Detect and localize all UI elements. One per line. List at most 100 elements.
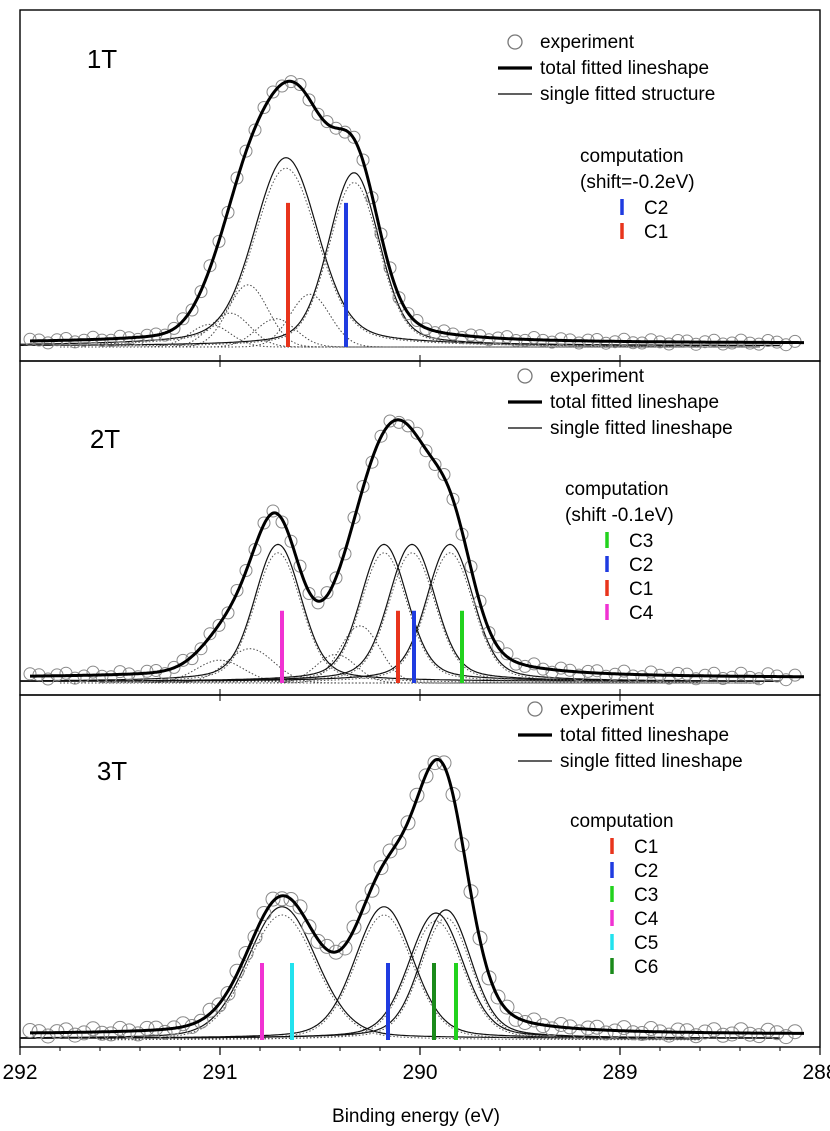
experiment-point [283,892,299,907]
experiment-point [446,492,460,506]
panel-3T: 3T experiment total fitted lineshape single… [19,694,821,1048]
experiment-point [734,333,748,347]
single-fitted-lineshape [20,912,780,1039]
experiment-point [545,665,559,679]
experiment-point [85,1021,101,1037]
experiment-point [670,1022,686,1038]
experiment-point [157,1024,173,1040]
experiment-point [419,444,433,458]
experiment-point [275,79,289,93]
legend-single: single fitted lineshape [550,418,733,439]
experiment-point [238,946,254,961]
experiment-point [707,333,721,347]
experiment-point [310,933,326,949]
experiment-point [239,564,253,577]
experiment-point [634,1026,650,1041]
experiment-point [716,672,730,685]
total-fitted-lineshape [30,79,804,345]
experiment-point [139,1020,155,1036]
experiment-point [113,329,127,343]
dotted-fitted-component [100,181,700,347]
experiment-point [751,1028,767,1044]
experiment-point [364,882,380,898]
experiment-point [167,321,181,335]
experiment-point [571,1024,587,1040]
experiment-point [689,337,703,351]
experiment-point [590,664,604,678]
experiment-point [491,640,505,654]
experiment-point [67,1027,83,1043]
experiment-point [500,330,514,344]
single-fitted-lineshape [20,909,780,1039]
experiment-point [40,1028,56,1044]
experiment-point [256,906,272,921]
legend-experiment: experiment [550,366,645,387]
experiment-point [617,332,631,346]
experiment-point [554,661,568,675]
experiment-point [410,314,424,327]
experiment-point [544,1021,560,1037]
computation-label: C1 [629,579,653,600]
experiment-point [355,899,371,915]
dotted-fitted-component [100,914,700,1041]
dotted-fitted-component [100,920,700,1041]
experiment-point [41,672,55,686]
experiment-point [734,666,748,680]
experiment-point [58,1022,74,1038]
experiment-point [436,755,452,771]
computation-label: C6 [634,957,658,978]
experiment-point [212,618,226,632]
experiment-point [644,333,658,347]
experiment-point [23,332,37,346]
minor-fitted-component [60,654,760,684]
experiment-point [319,938,335,954]
experiment-point [203,627,217,641]
experiment-point [716,337,730,351]
computation-label: C5 [634,933,658,954]
experiment-point [455,331,469,344]
experiment-point [211,997,227,1013]
legend-single: single fitted lineshape [560,751,743,772]
x-axis-label: Binding energy (eV) [332,1106,500,1127]
computation-label: C4 [629,603,654,624]
computation-title: computation [570,811,674,832]
experiment-point [158,667,172,681]
experiment-point [482,333,496,347]
experiment-point [311,596,325,610]
experiment-point [401,307,415,321]
computation-note: (shift=-0.2eV) [580,172,695,193]
experiment-point [212,234,226,248]
experiment-point [329,571,343,585]
legend: experiment total fitted lineshape single f… [518,699,743,772]
experiment-point [103,1026,119,1042]
experiment-point [428,458,442,471]
experiment-point [599,336,613,350]
x-axis: 292 291 290 289 288 [2,355,830,1084]
experiment-point [193,1013,209,1029]
experiment-point [662,337,676,351]
experiment-point [130,1026,146,1042]
experiment-point [599,669,613,683]
computation-label: C1 [634,837,658,858]
legend-circle-icon [517,368,533,384]
computation-label: C3 [634,885,658,906]
experiment-point [284,534,298,548]
computation-title: computation [565,479,669,500]
experiment-point [239,144,253,158]
dotted-fitted-component [99,914,700,1041]
experiment-point [176,312,190,326]
experiment-point [779,338,793,352]
experiment-point [292,899,308,915]
experiment-point [220,986,236,1001]
x-tick-label: 288 [802,1061,830,1084]
legend-total: total fitted lineshape [560,725,729,746]
experiment-point [553,1017,569,1032]
panels: 1T experiment total fitted lineshape single… [19,9,821,1048]
panel-title: 3T [97,756,127,786]
computation-title: computation [580,146,684,167]
experiment-point [490,989,506,1005]
total-fitted-lineshape [30,758,804,1035]
experiment-point [320,586,334,600]
experiment-point [391,834,407,850]
